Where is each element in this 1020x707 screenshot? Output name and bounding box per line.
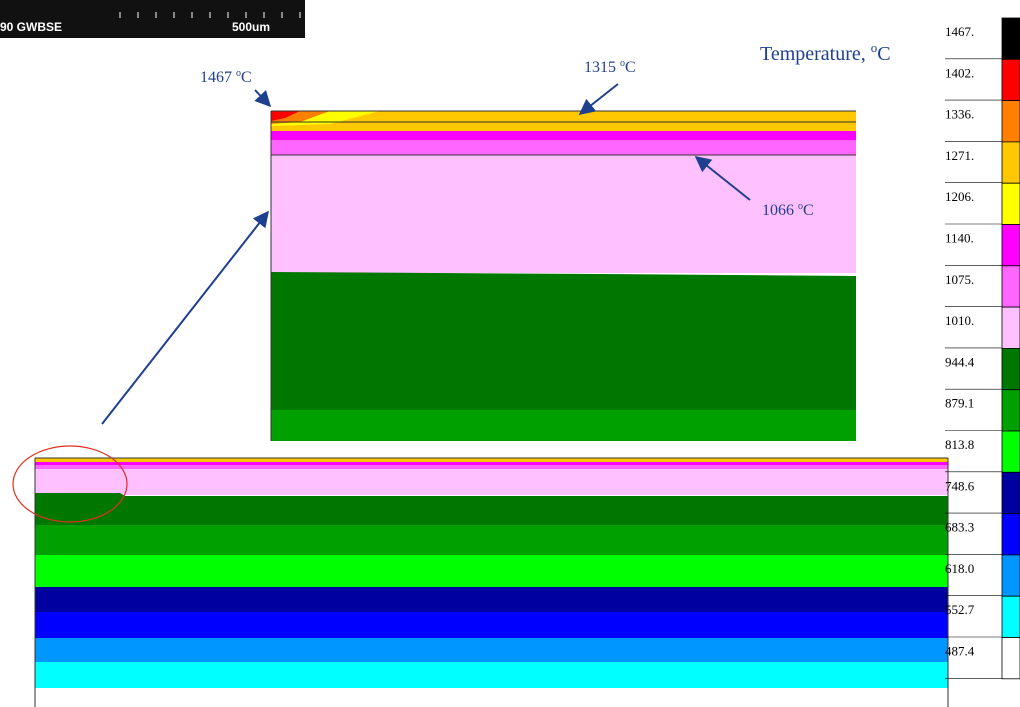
scale-ticks <box>119 12 301 18</box>
legend-swatch <box>1001 595 1020 638</box>
legend-label: 1402. <box>945 65 974 80</box>
legend: 1467. 1402. 1336. 1271. 1206. 1140. 1075. 1010.… <box>945 17 1020 680</box>
legend-swatch <box>1001 389 1020 432</box>
legend-label: 683.3 <box>945 520 974 535</box>
legend-label: 813.8 <box>945 437 974 452</box>
full-plot <box>12 445 949 707</box>
legend-swatch <box>1001 554 1020 597</box>
legend-label: 1336. <box>945 107 974 122</box>
legend-label: 1467. <box>945 24 974 39</box>
legend-label: 1075. <box>945 272 974 287</box>
annotation: 1066 oC <box>762 201 814 219</box>
legend-swatch <box>1001 141 1020 184</box>
legend-label: 618.0 <box>945 561 974 576</box>
legend-swatch <box>1001 306 1020 349</box>
zoom-plot <box>270 110 856 441</box>
legend-title: Temperature, oC <box>760 40 891 65</box>
arrows <box>101 83 751 425</box>
legend-label: 487.4 <box>945 644 975 659</box>
annotation: 1315 oC <box>584 58 636 76</box>
legend-swatch <box>1001 17 1020 60</box>
scale-bar-panel <box>0 0 305 38</box>
legend-label: 879.1 <box>945 396 974 411</box>
legend-swatch <box>1001 471 1020 514</box>
annotation: 1467 oC <box>200 68 252 86</box>
legend-swatch <box>1001 224 1020 267</box>
scale-length: 500um <box>232 20 270 34</box>
legend-label: 748.6 <box>945 478 975 493</box>
legend-swatch <box>1001 265 1020 308</box>
legend-swatch <box>1001 100 1020 143</box>
legend-swatch <box>1001 430 1020 473</box>
legend-swatch <box>1001 637 1020 680</box>
legend-swatch <box>1001 182 1020 225</box>
legend-swatch <box>1001 347 1020 391</box>
legend-swatch <box>1001 58 1020 101</box>
scale-label: 90 GWBSE <box>0 20 62 34</box>
legend-label: 944.4 <box>945 354 975 369</box>
legend-swatch <box>1001 513 1020 556</box>
legend-label: 1010. <box>945 313 974 328</box>
legend-label: 552.7 <box>945 602 975 617</box>
legend-label: 1206. <box>945 189 974 204</box>
legend-label: 1271. <box>945 148 974 163</box>
legend-label: 1140. <box>945 231 974 246</box>
